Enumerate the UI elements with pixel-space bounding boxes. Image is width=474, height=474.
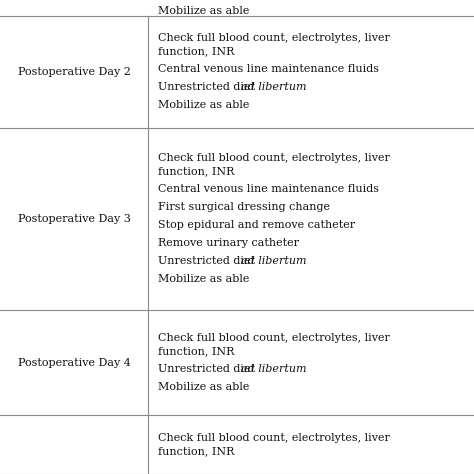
Text: Mobilize as able: Mobilize as able — [158, 382, 249, 392]
Text: Unrestricted diet: Unrestricted diet — [158, 364, 258, 374]
Text: Mobilize as able: Mobilize as able — [158, 100, 249, 110]
Text: Unrestricted diet: Unrestricted diet — [158, 256, 258, 266]
Text: Remove urinary catheter: Remove urinary catheter — [158, 238, 299, 248]
Text: Mobilize as able: Mobilize as able — [158, 6, 249, 16]
Text: First surgical dressing change: First surgical dressing change — [158, 202, 330, 212]
Text: Stop epidural and remove catheter: Stop epidural and remove catheter — [158, 220, 355, 230]
Text: Check full blood count, electrolytes, liver
function, INR: Check full blood count, electrolytes, li… — [158, 333, 390, 356]
Text: Postoperative Day 2: Postoperative Day 2 — [18, 67, 130, 77]
Text: Central venous line maintenance fluids: Central venous line maintenance fluids — [158, 184, 379, 194]
Text: Central venous line maintenance fluids: Central venous line maintenance fluids — [158, 64, 379, 74]
Text: ad libertum: ad libertum — [241, 82, 306, 92]
Text: Unrestricted diet: Unrestricted diet — [158, 82, 258, 92]
Text: ad libertum: ad libertum — [241, 364, 306, 374]
Text: Check full blood count, electrolytes, liver
function, INR: Check full blood count, electrolytes, li… — [158, 33, 390, 56]
Text: Check full blood count, electrolytes, liver
function, INR: Check full blood count, electrolytes, li… — [158, 433, 390, 456]
Text: Postoperative Day 4: Postoperative Day 4 — [18, 357, 130, 367]
Text: ad libertum: ad libertum — [241, 256, 306, 266]
Text: Postoperative Day 3: Postoperative Day 3 — [18, 214, 130, 224]
Text: Mobilize as able: Mobilize as able — [158, 274, 249, 284]
Text: Check full blood count, electrolytes, liver
function, INR: Check full blood count, electrolytes, li… — [158, 154, 390, 177]
